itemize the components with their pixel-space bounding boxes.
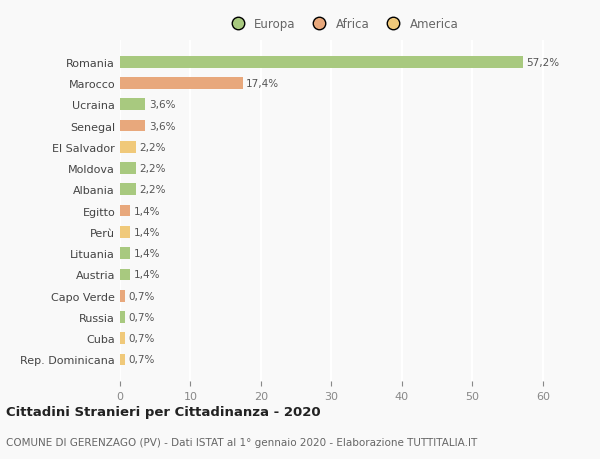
Bar [120, 163, 136, 174]
Text: 1,4%: 1,4% [133, 249, 160, 258]
Text: 2,2%: 2,2% [139, 185, 166, 195]
Text: Cittadini Stranieri per Cittadinanza - 2020: Cittadini Stranieri per Cittadinanza - 2… [6, 405, 320, 419]
Bar [120, 248, 130, 259]
Bar [120, 142, 136, 153]
Bar [120, 290, 125, 302]
Text: 0,7%: 0,7% [128, 312, 155, 322]
Bar [120, 78, 242, 90]
Bar [120, 354, 125, 365]
Bar [120, 120, 145, 132]
Text: 1,4%: 1,4% [133, 227, 160, 237]
Text: 57,2%: 57,2% [527, 57, 560, 67]
Bar [120, 269, 130, 280]
Bar [120, 311, 125, 323]
Text: 1,4%: 1,4% [133, 270, 160, 280]
Legend: Europa, Africa, America: Europa, Africa, America [221, 13, 463, 36]
Text: 1,4%: 1,4% [133, 206, 160, 216]
Text: COMUNE DI GERENZAGO (PV) - Dati ISTAT al 1° gennaio 2020 - Elaborazione TUTTITAL: COMUNE DI GERENZAGO (PV) - Dati ISTAT al… [6, 437, 477, 447]
Bar [120, 227, 130, 238]
Bar [120, 99, 145, 111]
Bar [120, 57, 523, 68]
Text: 3,6%: 3,6% [149, 121, 175, 131]
Bar [120, 184, 136, 196]
Text: 0,7%: 0,7% [128, 334, 155, 343]
Text: 2,2%: 2,2% [139, 164, 166, 174]
Bar [120, 205, 130, 217]
Text: 2,2%: 2,2% [139, 142, 166, 152]
Text: 17,4%: 17,4% [246, 79, 279, 89]
Text: 3,6%: 3,6% [149, 100, 175, 110]
Text: 0,7%: 0,7% [128, 355, 155, 365]
Bar [120, 333, 125, 344]
Text: 0,7%: 0,7% [128, 291, 155, 301]
